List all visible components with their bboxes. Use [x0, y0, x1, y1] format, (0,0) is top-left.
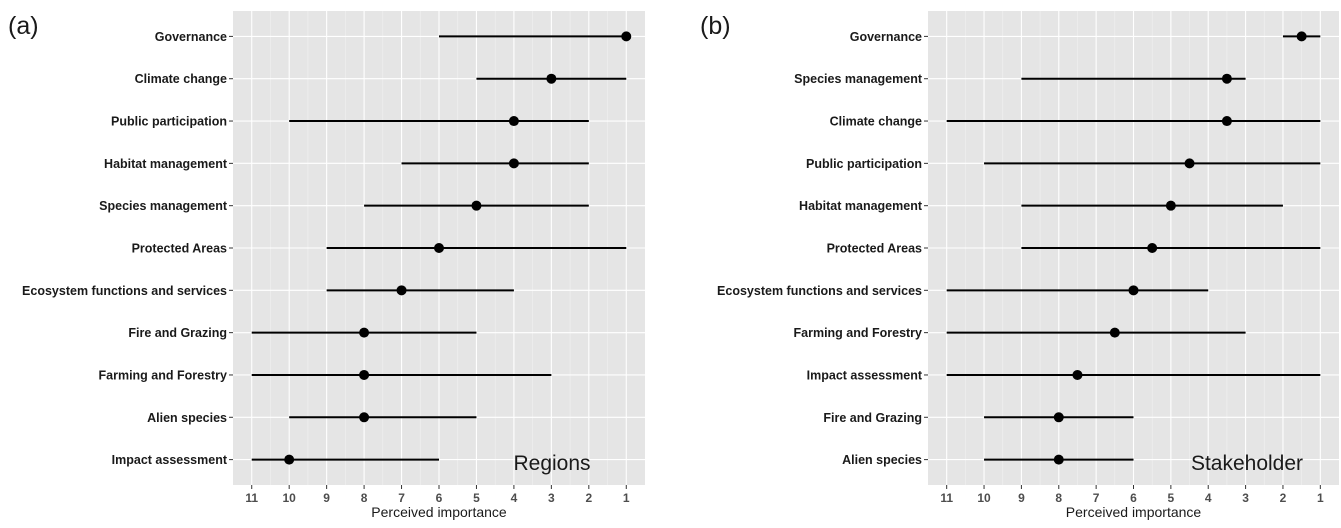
- data-point: [1109, 327, 1120, 338]
- category-label: Impact assessment: [807, 368, 923, 382]
- data-point: [1053, 412, 1064, 423]
- data-point: [1165, 200, 1176, 211]
- category-label: Climate change: [830, 115, 922, 129]
- data-point: [434, 243, 444, 253]
- category-label: Ecosystem functions and services: [22, 284, 227, 298]
- data-point: [396, 285, 407, 296]
- category-label: Protected Areas: [827, 242, 922, 256]
- category-label: Habitat management: [799, 199, 923, 213]
- x-tick-label: 9: [1018, 491, 1025, 505]
- x-tick-label: 1: [623, 491, 630, 505]
- x-tick-label: 1: [1317, 491, 1324, 505]
- category-label: Governance: [155, 30, 227, 44]
- x-tick-label: 7: [398, 491, 405, 505]
- data-point: [359, 369, 370, 380]
- x-tick-label: 9: [323, 491, 330, 505]
- x-axis-title: Perceived importance: [371, 504, 507, 520]
- panel-b: 11 10 9 8 7 6 5 4 3 2 1 Governance Species managemen…: [700, 11, 1339, 520]
- category-label: Alien species: [147, 411, 227, 425]
- category-label: Governance: [850, 30, 922, 44]
- panel-label: (b): [700, 12, 731, 40]
- x-tick-label: 5: [1168, 491, 1175, 505]
- data-point: [1147, 243, 1158, 253]
- x-tick-label: 11: [245, 491, 258, 505]
- category-label: Habitat management: [104, 157, 228, 171]
- data-point: [284, 454, 295, 465]
- x-tick-label: 4: [1205, 491, 1212, 505]
- x-tick-label: 7: [1093, 491, 1100, 505]
- x-tick-label: 2: [585, 491, 592, 505]
- data-point: [471, 200, 482, 211]
- x-axis-title: Perceived importance: [1066, 504, 1202, 520]
- data-point: [1128, 285, 1139, 296]
- data-point: [1296, 31, 1307, 42]
- data-point: [1072, 369, 1083, 380]
- x-tick-label: 8: [1055, 491, 1062, 505]
- panel-a: 11 10 9 8 7 6 5 4 3 2 1 Governance Climate change Pub…: [8, 11, 645, 520]
- data-point: [508, 116, 519, 127]
- category-label: Species management: [99, 199, 228, 213]
- category-label: Farming and Forestry: [99, 368, 228, 382]
- data-point: [546, 73, 557, 84]
- data-point: [1221, 116, 1232, 127]
- x-tick-label: 4: [511, 491, 518, 505]
- panel-label: (a): [8, 12, 39, 40]
- panel-annotation: Regions: [513, 452, 590, 475]
- x-tick-label: 6: [1130, 491, 1137, 505]
- panel-annotation: Stakeholder: [1191, 452, 1303, 475]
- category-label: Protected Areas: [132, 242, 227, 256]
- data-point: [1184, 158, 1195, 169]
- data-point: [1053, 454, 1064, 465]
- data-point: [359, 412, 370, 423]
- x-tick-label: 10: [977, 491, 991, 505]
- x-tick-label: 8: [361, 491, 368, 505]
- category-label: Impact assessment: [112, 453, 228, 467]
- x-tick-label: 3: [1242, 491, 1249, 505]
- data-point: [1221, 73, 1232, 84]
- x-tick-label: 3: [548, 491, 555, 505]
- x-tick-label: 6: [436, 491, 443, 505]
- category-label: Fire and Grazing: [823, 411, 922, 425]
- category-label: Farming and Forestry: [794, 326, 923, 340]
- category-label: Climate change: [135, 72, 227, 86]
- data-point: [359, 327, 370, 338]
- category-label: Public participation: [806, 157, 922, 171]
- category-label: Ecosystem functions and services: [717, 284, 922, 298]
- category-label: Public participation: [111, 115, 227, 129]
- x-tick-label: 11: [940, 491, 953, 505]
- category-label: Species management: [794, 72, 923, 86]
- category-label: Alien species: [842, 453, 922, 467]
- category-label: Fire and Grazing: [128, 326, 227, 340]
- data-point: [508, 158, 519, 169]
- x-tick-label: 10: [283, 491, 297, 505]
- data-point: [621, 31, 632, 42]
- x-tick-label: 5: [473, 491, 480, 505]
- x-tick-label: 2: [1280, 491, 1287, 505]
